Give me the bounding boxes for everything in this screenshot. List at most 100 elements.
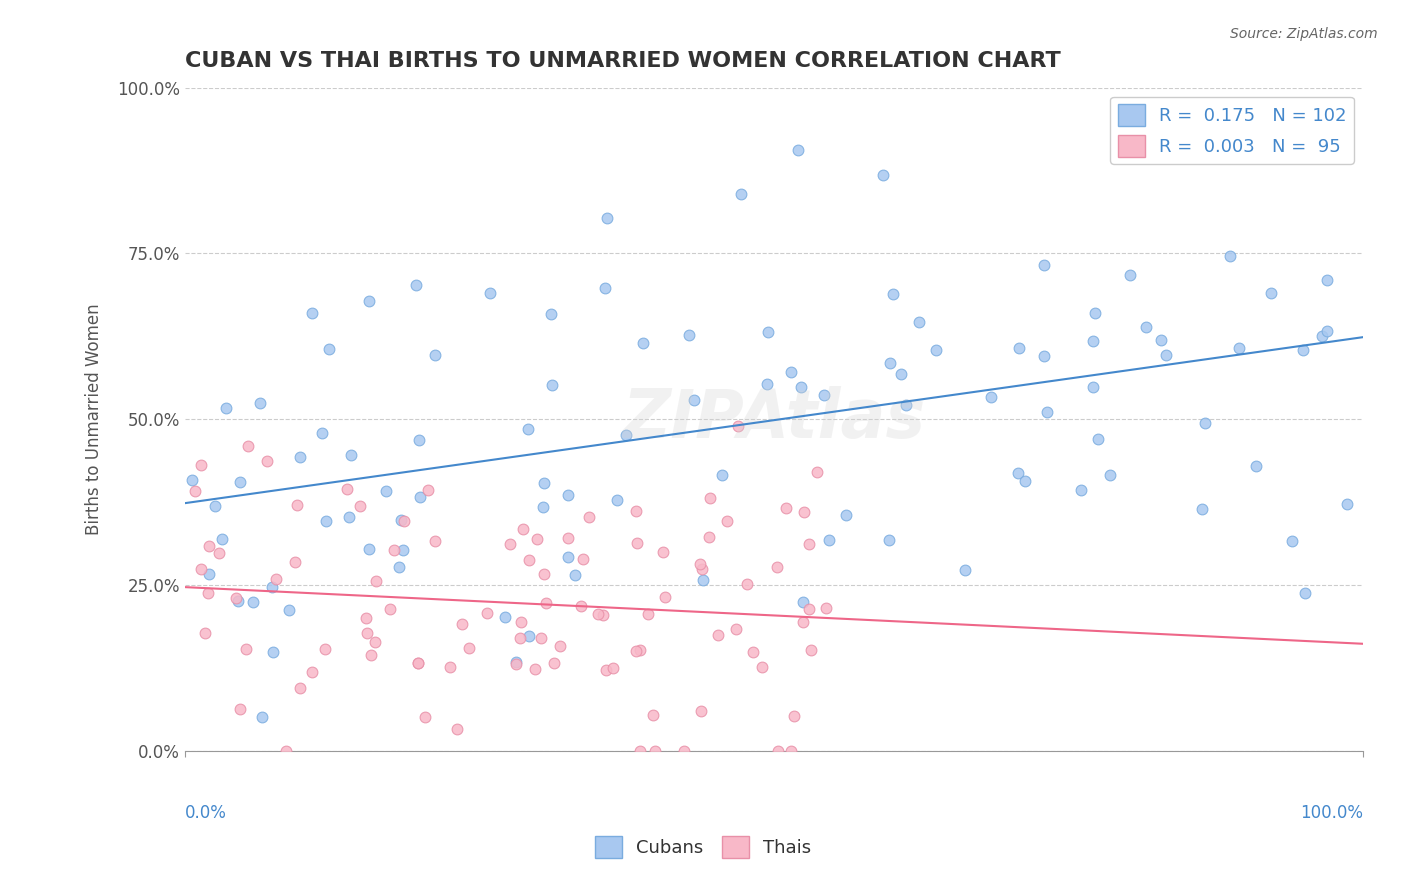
Point <box>409 490 432 504</box>
Point <box>707 628 730 642</box>
Point <box>356 610 378 624</box>
Point <box>592 607 614 622</box>
Point <box>894 398 917 412</box>
Point <box>190 458 212 472</box>
Point <box>1154 348 1177 362</box>
Point <box>815 600 838 615</box>
Point <box>818 533 841 547</box>
Point <box>389 513 412 527</box>
Point <box>197 586 219 600</box>
Point <box>1087 433 1109 447</box>
Point <box>586 607 609 622</box>
Point <box>1312 329 1334 343</box>
Point <box>955 563 977 577</box>
Point <box>692 573 714 587</box>
Point <box>318 342 340 356</box>
Point <box>337 509 360 524</box>
Point <box>288 450 311 465</box>
Point <box>637 607 659 621</box>
Point <box>792 615 814 629</box>
Point <box>256 454 278 468</box>
Point <box>564 568 586 582</box>
Point <box>198 539 221 553</box>
Point <box>413 710 436 724</box>
Point <box>301 306 323 320</box>
Point <box>1126 67 1149 81</box>
Point <box>606 493 628 508</box>
Point <box>641 708 664 723</box>
Point <box>1098 467 1121 482</box>
Point <box>792 595 814 609</box>
Point <box>533 475 555 490</box>
Point <box>1260 285 1282 300</box>
Point <box>652 545 675 559</box>
Point <box>512 522 534 536</box>
Point <box>595 663 617 677</box>
Point <box>475 606 498 620</box>
Point <box>242 595 264 609</box>
Point <box>924 67 946 81</box>
Point <box>451 616 474 631</box>
Point <box>799 601 821 615</box>
Point <box>872 168 894 182</box>
Point <box>418 483 440 497</box>
Point <box>1008 341 1031 355</box>
Point <box>198 566 221 581</box>
Point <box>517 553 540 567</box>
Point <box>278 603 301 617</box>
Point <box>517 422 540 436</box>
Point <box>301 665 323 679</box>
Point <box>408 656 430 670</box>
Text: Source: ZipAtlas.com: Source: ZipAtlas.com <box>1230 27 1378 41</box>
Point <box>314 642 336 657</box>
Point <box>557 488 579 502</box>
Point <box>786 143 808 157</box>
Point <box>262 645 284 659</box>
Point <box>1007 466 1029 480</box>
Point <box>534 597 557 611</box>
Point <box>360 648 382 663</box>
Point <box>533 567 555 582</box>
Point <box>699 491 721 505</box>
Point <box>184 483 207 498</box>
Y-axis label: Births to Unmarried Women: Births to Unmarried Women <box>86 303 103 535</box>
Point <box>602 661 624 675</box>
Point <box>1244 459 1267 474</box>
Point <box>925 343 948 357</box>
Point <box>569 599 592 614</box>
Point <box>380 602 402 616</box>
Point <box>711 467 734 482</box>
Point <box>311 425 333 440</box>
Point <box>699 531 721 545</box>
Point <box>1294 586 1316 600</box>
Point <box>765 560 787 574</box>
Point <box>214 401 236 415</box>
Point <box>392 514 415 528</box>
Point <box>388 560 411 574</box>
Point <box>225 591 247 605</box>
Point <box>1336 497 1358 511</box>
Point <box>1194 417 1216 431</box>
Point <box>284 555 307 569</box>
Point <box>1033 259 1056 273</box>
Text: 0.0%: 0.0% <box>186 804 226 822</box>
Point <box>276 743 298 757</box>
Point <box>190 562 212 576</box>
Point <box>882 286 904 301</box>
Point <box>262 580 284 594</box>
Point <box>229 475 252 489</box>
Legend: Cubans, Thais: Cubans, Thais <box>588 829 818 865</box>
Point <box>654 590 676 604</box>
Point <box>517 629 540 643</box>
Point <box>180 473 202 487</box>
Point <box>626 536 648 550</box>
Point <box>890 368 912 382</box>
Point <box>374 484 396 499</box>
Point <box>730 187 752 202</box>
Point <box>628 743 651 757</box>
Point <box>356 625 378 640</box>
Point <box>1014 474 1036 488</box>
Point <box>250 710 273 724</box>
Point <box>439 659 461 673</box>
Point <box>879 356 901 370</box>
